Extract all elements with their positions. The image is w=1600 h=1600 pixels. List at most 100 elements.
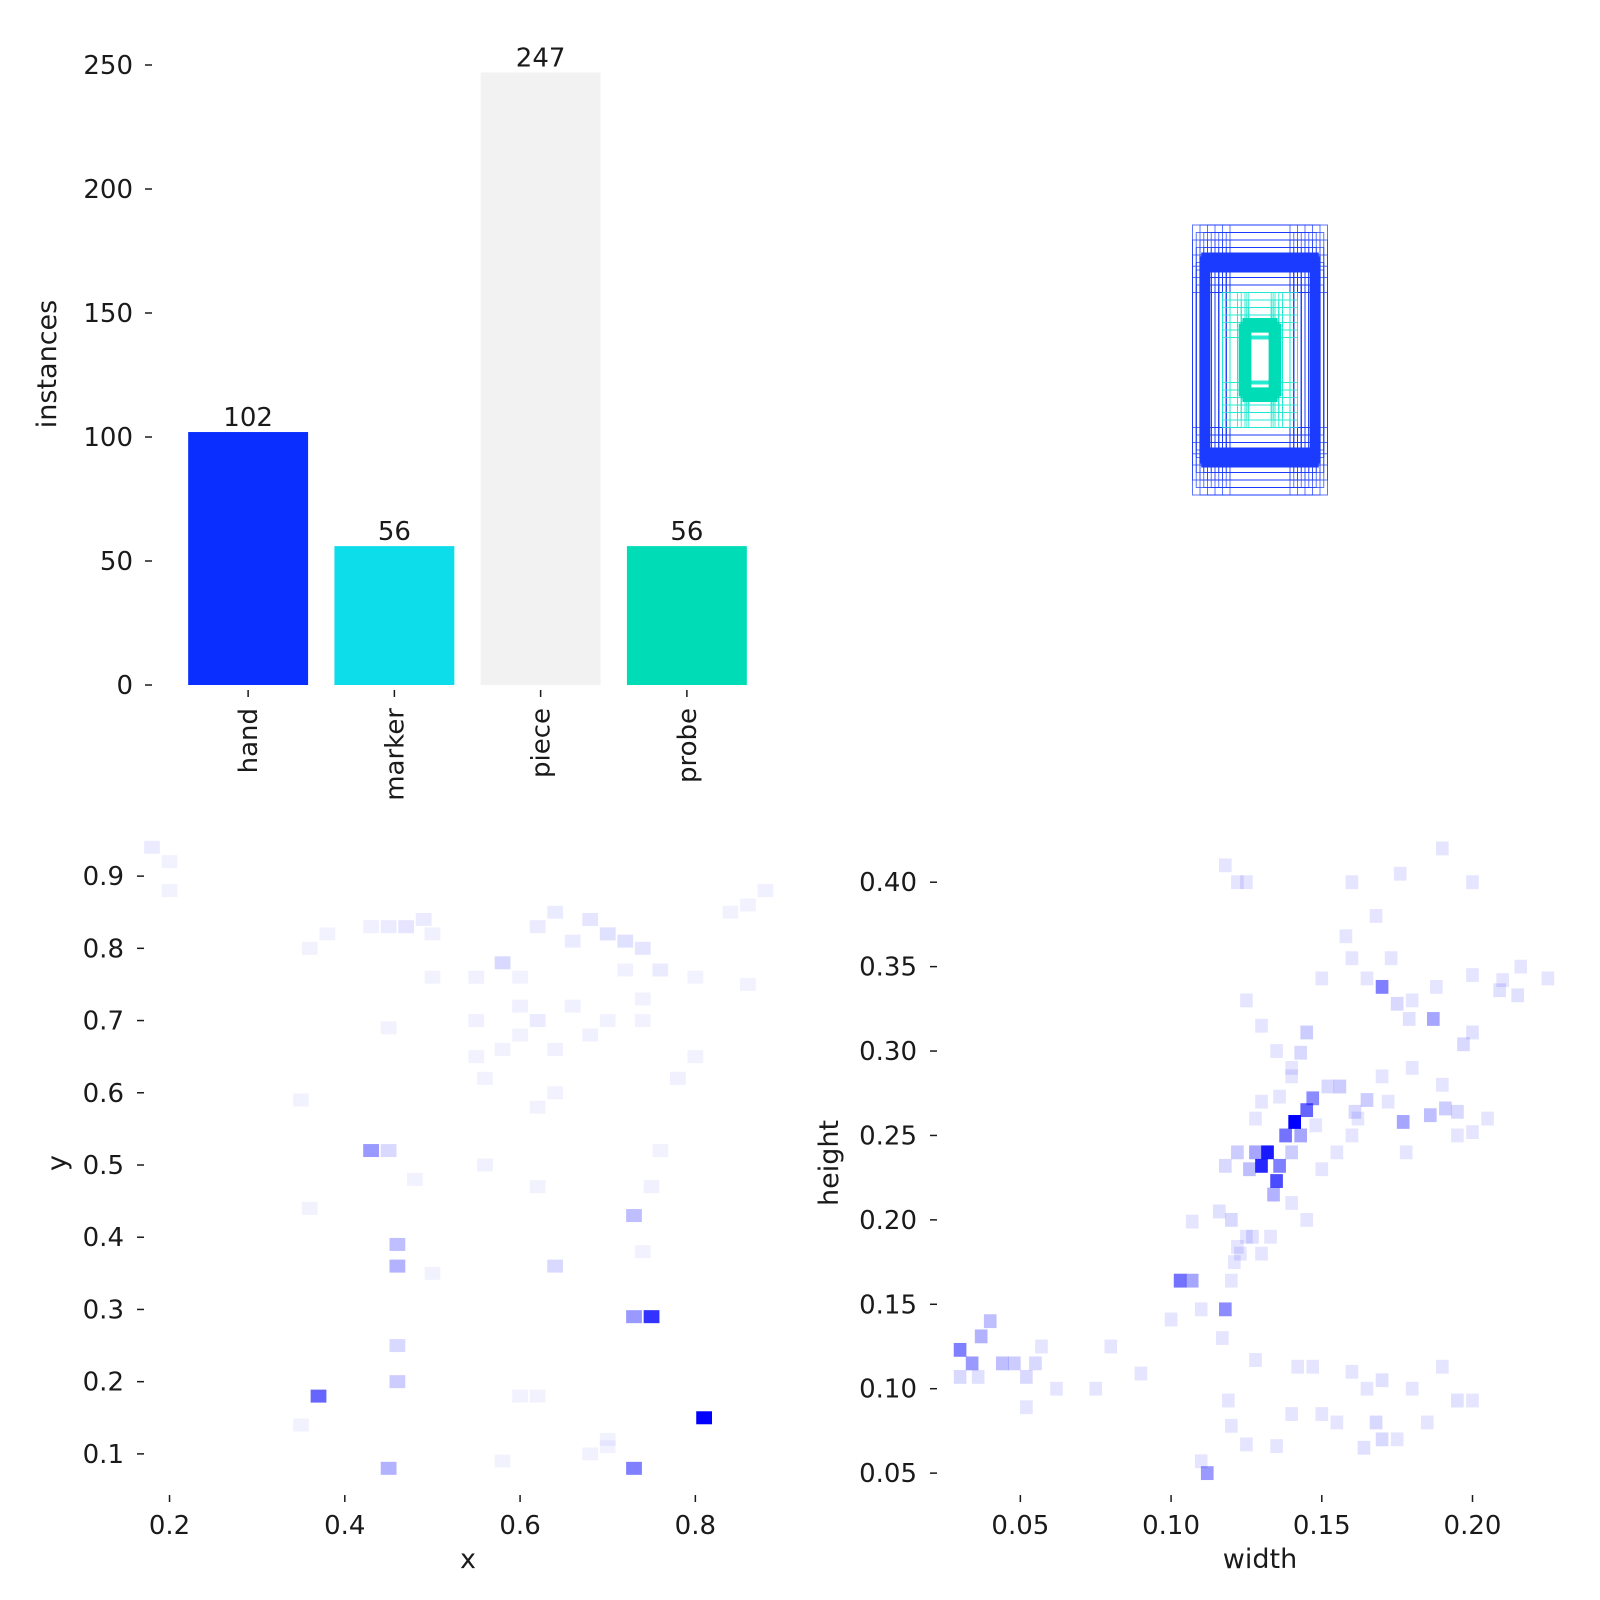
xy-cell bbox=[380, 920, 397, 934]
bar-bars: 102 56 247 56 bbox=[188, 43, 747, 685]
wh-y-tick-label: 0.10 bbox=[859, 1375, 917, 1405]
outer-box bbox=[1225, 247, 1295, 473]
wh-cell bbox=[971, 1369, 985, 1384]
xy-cell bbox=[740, 977, 756, 991]
wh-cell bbox=[1285, 1061, 1298, 1075]
xy-cell bbox=[617, 963, 634, 977]
xy-cell bbox=[599, 927, 616, 941]
xy-cell bbox=[407, 1172, 423, 1186]
wh-cell bbox=[1185, 1214, 1199, 1229]
wh-cell bbox=[1212, 1204, 1226, 1219]
xy-cell bbox=[599, 1014, 616, 1028]
wh-cell bbox=[1231, 1145, 1244, 1160]
wh-cell bbox=[1225, 1273, 1238, 1288]
wh-cell bbox=[1255, 1246, 1268, 1261]
wh-cell bbox=[1104, 1339, 1118, 1354]
wh-cell bbox=[1396, 1115, 1410, 1129]
xy-cell bbox=[380, 1144, 397, 1158]
xy-cell bbox=[301, 941, 318, 955]
wh-cell bbox=[1345, 951, 1359, 966]
wh-x-tick-label: 0.20 bbox=[1444, 1511, 1502, 1541]
outer-box bbox=[1192, 254, 1328, 466]
wh-cell bbox=[974, 1329, 988, 1344]
wh-cell bbox=[1369, 909, 1383, 923]
wh-cell bbox=[1300, 1025, 1314, 1040]
wh-cell bbox=[995, 1356, 1009, 1371]
wh-cell bbox=[1231, 1239, 1244, 1254]
bar-category-label: hand bbox=[234, 708, 264, 773]
xy-cell bbox=[599, 1440, 616, 1454]
wh-cell bbox=[1357, 1440, 1371, 1455]
xy-cell bbox=[380, 1461, 397, 1475]
wh-cell bbox=[1270, 1174, 1283, 1188]
wh-cell bbox=[1215, 1331, 1229, 1345]
wh-cell bbox=[1294, 1128, 1308, 1143]
xy-cell bbox=[512, 999, 528, 1013]
wh-cell bbox=[1451, 1128, 1464, 1143]
outer-box bbox=[1205, 267, 1315, 453]
xy-y-tick-label: 0.9 bbox=[83, 862, 124, 892]
wh-cell bbox=[1243, 1162, 1256, 1177]
bar-category-label: probe bbox=[673, 708, 703, 783]
bar-y-axis: 0 50 100 150 200 250 bbox=[83, 51, 152, 701]
wh-cell bbox=[1285, 1145, 1298, 1160]
wh-cell bbox=[1228, 1255, 1241, 1269]
wh-cell bbox=[1255, 1094, 1268, 1109]
xy-cell bbox=[468, 970, 485, 984]
bar-marker bbox=[334, 546, 455, 685]
outer-box bbox=[1201, 260, 1319, 460]
wh-cell bbox=[1225, 1212, 1238, 1227]
xy-y-tick-label: 0.7 bbox=[83, 1007, 124, 1037]
bar-piece bbox=[480, 72, 601, 685]
inner-box bbox=[1222, 337, 1298, 383]
xy-cell bbox=[529, 1180, 546, 1194]
outer-box bbox=[1218, 247, 1302, 473]
wh-cell bbox=[1306, 1359, 1320, 1374]
bar-y-tick-label: 50 bbox=[100, 547, 133, 577]
wh-cell bbox=[1436, 1359, 1449, 1374]
xy-cell bbox=[161, 884, 178, 898]
outer-box bbox=[1222, 277, 1298, 443]
outer-box bbox=[1203, 263, 1317, 457]
wh-cell bbox=[1496, 973, 1509, 988]
outer-box bbox=[1199, 265, 1321, 455]
xy-cell bbox=[380, 1021, 397, 1035]
wh-cell bbox=[1405, 1061, 1419, 1075]
wh-cell bbox=[1351, 1111, 1365, 1126]
xy-cell bbox=[643, 1310, 660, 1324]
wh-cell bbox=[1285, 1069, 1298, 1084]
wh-cell bbox=[1273, 1089, 1286, 1104]
outer-box bbox=[1207, 254, 1313, 466]
wh-cell bbox=[1240, 875, 1253, 890]
wh-cell bbox=[1360, 1093, 1374, 1107]
xy-cell bbox=[529, 1100, 546, 1114]
outer-box bbox=[1192, 224, 1328, 496]
wh-cell bbox=[1399, 1145, 1413, 1160]
xy-cell bbox=[477, 1071, 493, 1085]
wh-cell bbox=[1288, 1115, 1301, 1129]
outer-box bbox=[1199, 254, 1321, 466]
outer-box bbox=[1207, 265, 1313, 455]
xy-x-tick-label: 0.4 bbox=[324, 1511, 365, 1541]
wh-cell bbox=[1270, 1044, 1283, 1058]
xy-cell bbox=[687, 1050, 704, 1064]
xy-cell bbox=[415, 912, 432, 926]
outer-box bbox=[1214, 265, 1306, 455]
wh-cell bbox=[1231, 875, 1244, 890]
wh-cell bbox=[1321, 1079, 1335, 1094]
inner-box bbox=[1246, 335, 1274, 385]
xy-cell bbox=[582, 1028, 599, 1042]
wh-cell bbox=[1300, 1103, 1314, 1118]
xy-cell bbox=[564, 999, 581, 1013]
wh-cell bbox=[983, 1314, 997, 1329]
wh-y-tick-label: 0.25 bbox=[859, 1121, 917, 1151]
wh-cell bbox=[1345, 1128, 1359, 1143]
xy-cell bbox=[389, 1259, 406, 1273]
xy-cell bbox=[582, 912, 599, 926]
wh-cell bbox=[953, 1342, 967, 1357]
wh-cell bbox=[1285, 1196, 1298, 1210]
outer-box bbox=[1222, 254, 1298, 466]
wh-cell bbox=[1436, 841, 1449, 856]
bar-hand bbox=[188, 432, 309, 685]
xy-y-tick-label: 0.1 bbox=[83, 1440, 124, 1470]
